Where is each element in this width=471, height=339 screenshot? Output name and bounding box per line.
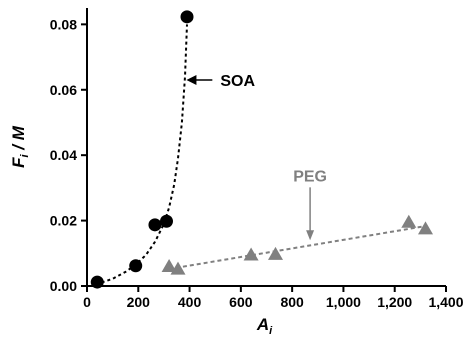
x-tick-label: 0 [83,294,91,310]
axes: 0.00 0.02 0.04 0.06 0.08 0 200 400 600 800 1,000 1,… [50,8,464,310]
peg-arrowhead [306,230,315,241]
x-tick-label: 1,200 [377,294,412,310]
peg-label: PEG [293,168,327,185]
soa-arrowhead [186,74,197,85]
fit-line-peg [168,225,426,270]
annotations: SOA PEG [186,73,327,241]
y-tick-label: 0.08 [50,16,77,32]
data-point-peg [268,246,283,260]
fit-line-soa [95,24,188,286]
x-tick-label: 200 [127,294,151,310]
data-point-soa [129,259,143,273]
x-tick-label: 1,400 [428,294,463,310]
x-tick-label: 800 [280,294,304,310]
y-tick-label: 0.04 [50,147,77,163]
data-point-peg [418,221,433,235]
x-tick-label: 1,000 [326,294,361,310]
y-tick-label: 0.00 [50,278,77,294]
data-point-peg [161,259,177,272]
data-point-soa [180,10,194,24]
data-marks [90,10,433,289]
x-axis-title: Ai [256,315,273,337]
soa-label: SOA [220,73,255,90]
data-point-soa [90,275,104,289]
data-point-peg [401,214,417,228]
data-point-soa [148,218,162,232]
y-tick-label: 0.06 [50,82,77,98]
data-point-peg [170,261,186,275]
data-point-soa [159,214,173,228]
x-tick-label: 400 [178,294,202,310]
axis-titles: Ai Fi / M [9,125,273,337]
y-axis-title: Fi / M [9,125,31,168]
x-tick-label: 600 [229,294,253,310]
data-point-peg [243,247,259,261]
y-tick-label: 0.02 [50,213,77,229]
fit-lines [95,24,426,286]
